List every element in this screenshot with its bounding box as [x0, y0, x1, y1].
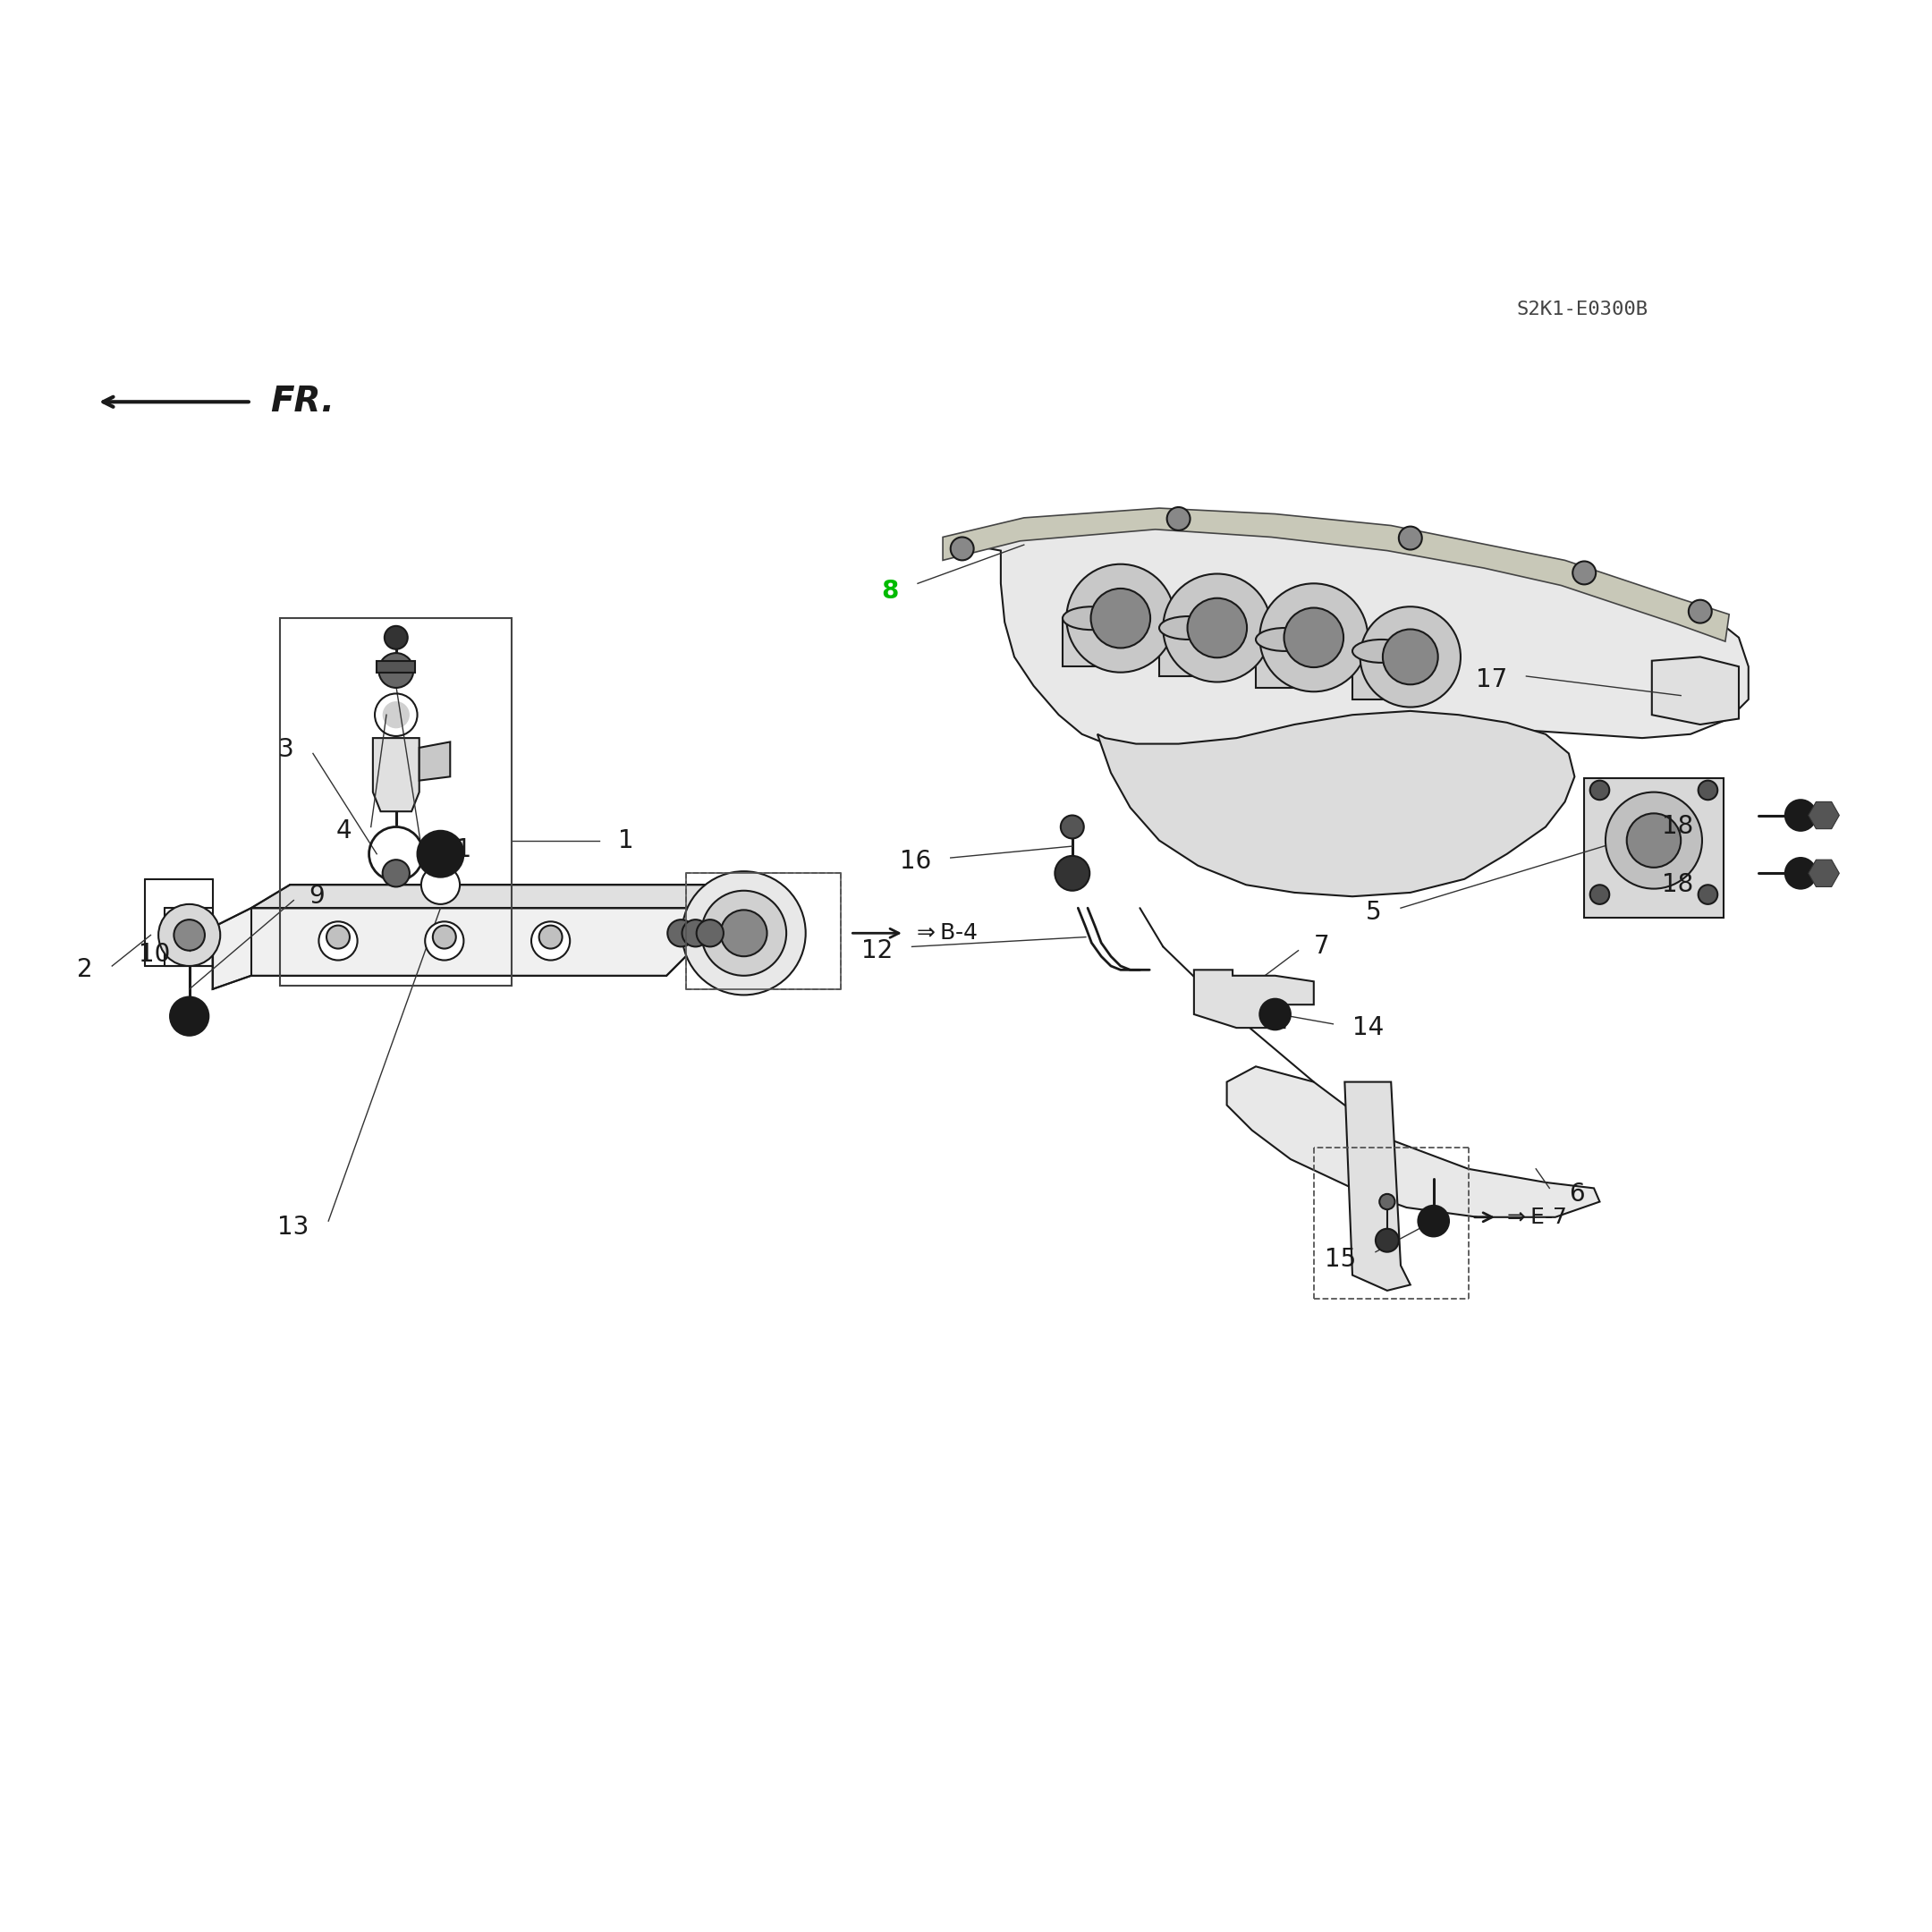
- Circle shape: [951, 537, 974, 560]
- Circle shape: [1590, 885, 1609, 904]
- Circle shape: [1590, 781, 1609, 800]
- Text: 3: 3: [278, 738, 294, 761]
- Text: 18: 18: [1662, 873, 1692, 896]
- Circle shape: [319, 922, 357, 960]
- Circle shape: [1573, 560, 1596, 583]
- Text: 18: 18: [1662, 815, 1692, 838]
- Polygon shape: [947, 512, 1748, 781]
- Circle shape: [158, 904, 220, 966]
- Circle shape: [1418, 1206, 1449, 1236]
- Text: 14: 14: [1352, 1016, 1383, 1039]
- Circle shape: [539, 925, 562, 949]
- Circle shape: [433, 925, 456, 949]
- Circle shape: [1188, 599, 1246, 657]
- Circle shape: [1066, 564, 1175, 672]
- Text: 13: 13: [278, 1215, 309, 1238]
- Circle shape: [682, 920, 709, 947]
- Circle shape: [1383, 630, 1437, 684]
- Polygon shape: [1345, 1082, 1410, 1291]
- Polygon shape: [1652, 657, 1739, 724]
- Polygon shape: [170, 931, 209, 947]
- Polygon shape: [373, 738, 419, 811]
- Text: 9: 9: [309, 885, 325, 908]
- Circle shape: [327, 925, 350, 949]
- Text: $\Rightarrow$B-4: $\Rightarrow$B-4: [912, 922, 978, 945]
- Circle shape: [1092, 589, 1150, 647]
- Circle shape: [1360, 607, 1461, 707]
- Circle shape: [383, 860, 410, 887]
- Circle shape: [531, 922, 570, 960]
- Text: 10: 10: [139, 943, 170, 966]
- Text: 6: 6: [1569, 1182, 1584, 1206]
- Text: 16: 16: [900, 850, 931, 873]
- Circle shape: [1399, 526, 1422, 549]
- Text: 12: 12: [862, 939, 893, 962]
- Text: 7: 7: [1314, 935, 1329, 958]
- Circle shape: [1376, 1229, 1399, 1252]
- Circle shape: [425, 922, 464, 960]
- Ellipse shape: [1159, 616, 1217, 639]
- Polygon shape: [1063, 618, 1121, 667]
- Circle shape: [383, 701, 410, 728]
- Circle shape: [1055, 856, 1090, 891]
- Bar: [686, 873, 840, 989]
- Circle shape: [170, 997, 209, 1036]
- Polygon shape: [419, 742, 450, 781]
- Circle shape: [384, 626, 408, 649]
- Polygon shape: [1808, 802, 1839, 829]
- Text: 15: 15: [1325, 1248, 1356, 1271]
- Polygon shape: [1352, 651, 1410, 699]
- Circle shape: [1605, 792, 1702, 889]
- Polygon shape: [213, 908, 696, 989]
- Bar: [1584, 779, 1723, 918]
- Text: 4: 4: [336, 819, 352, 842]
- Circle shape: [1167, 506, 1190, 529]
- Circle shape: [721, 910, 767, 956]
- Circle shape: [1163, 574, 1271, 682]
- Circle shape: [1698, 885, 1718, 904]
- Text: S2K1-E0300B: S2K1-E0300B: [1517, 299, 1648, 319]
- Ellipse shape: [1256, 628, 1314, 651]
- Text: 17: 17: [1476, 668, 1507, 692]
- Text: 1: 1: [618, 829, 634, 852]
- Polygon shape: [943, 508, 1729, 641]
- Text: 11: 11: [440, 838, 471, 862]
- Polygon shape: [1194, 970, 1314, 1028]
- Circle shape: [701, 891, 786, 976]
- Circle shape: [1689, 599, 1712, 622]
- Circle shape: [1260, 583, 1368, 692]
- Text: FR.: FR.: [270, 384, 334, 419]
- Circle shape: [379, 653, 413, 688]
- Circle shape: [1698, 781, 1718, 800]
- Text: 2: 2: [77, 958, 93, 981]
- Circle shape: [417, 831, 464, 877]
- Polygon shape: [1097, 711, 1575, 896]
- Circle shape: [174, 920, 205, 951]
- Ellipse shape: [1063, 607, 1121, 630]
- Circle shape: [682, 871, 806, 995]
- Polygon shape: [1159, 628, 1217, 676]
- Text: 5: 5: [1366, 900, 1381, 923]
- Circle shape: [421, 866, 460, 904]
- Bar: [280, 618, 512, 985]
- Circle shape: [668, 920, 696, 947]
- Polygon shape: [1256, 639, 1314, 688]
- Polygon shape: [251, 885, 705, 908]
- Circle shape: [1285, 609, 1343, 667]
- Circle shape: [1627, 813, 1681, 867]
- Text: 8: 8: [881, 580, 898, 603]
- Circle shape: [1061, 815, 1084, 838]
- Ellipse shape: [1352, 639, 1410, 663]
- Circle shape: [1785, 800, 1816, 831]
- Polygon shape: [377, 661, 415, 672]
- Circle shape: [1379, 1194, 1395, 1209]
- Circle shape: [1260, 999, 1291, 1030]
- Polygon shape: [1808, 860, 1839, 887]
- Circle shape: [1785, 858, 1816, 889]
- Polygon shape: [1227, 1066, 1600, 1217]
- Text: $\Rightarrow$E-7: $\Rightarrow$E-7: [1503, 1206, 1567, 1229]
- Circle shape: [696, 920, 723, 947]
